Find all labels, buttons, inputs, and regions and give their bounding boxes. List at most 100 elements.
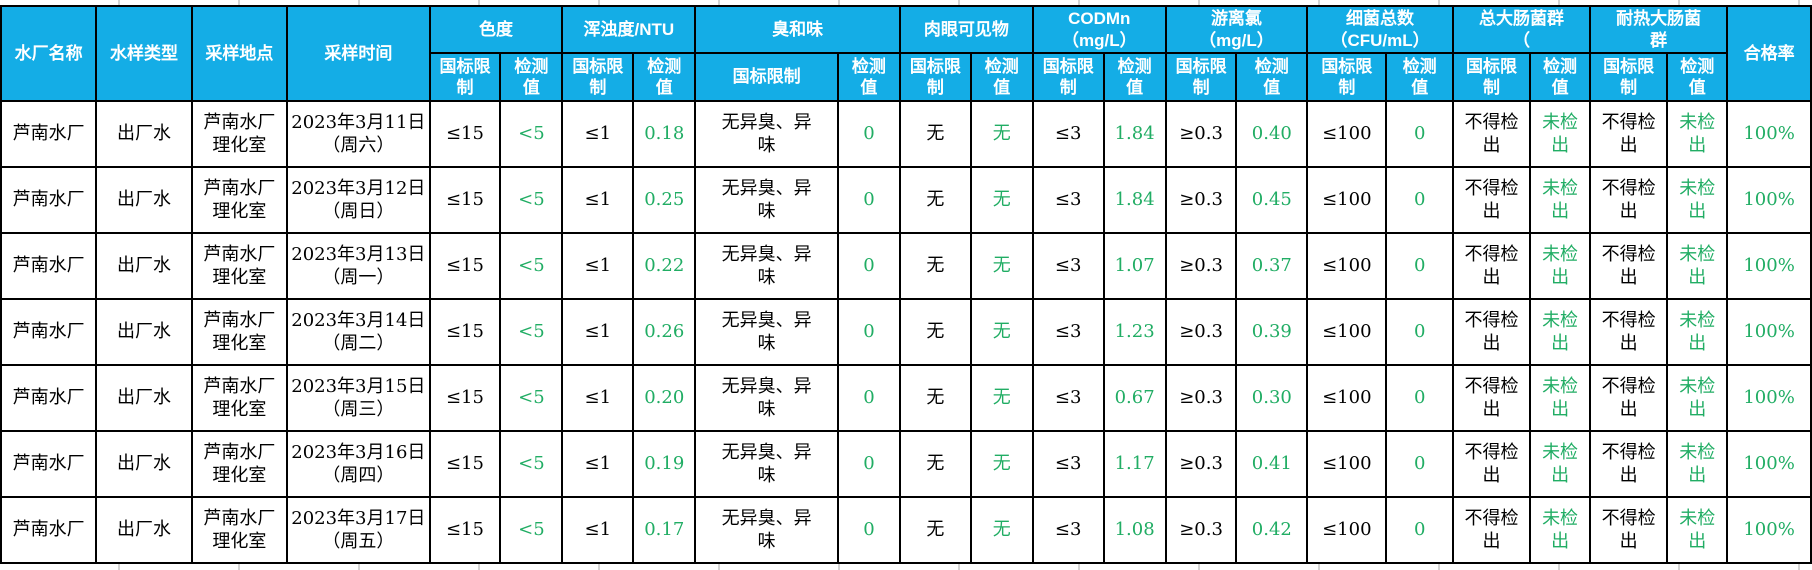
cell-free-chlorine-value: 0.30: [1235, 364, 1309, 432]
subheader-bacteria-limit: 国标限 制: [1306, 52, 1388, 102]
cell-thermotolerant-coliform-limit: 不得检 出: [1589, 430, 1669, 498]
subheader-turbidity-value: 检测 值: [632, 52, 697, 102]
cell-turbidity-value: 0.17: [632, 496, 697, 564]
cell-free-chlorine-value: 0.40: [1235, 100, 1309, 168]
cell-odor-value: 0: [836, 364, 901, 432]
cell-visible-matter-limit: 无: [898, 166, 972, 234]
cell-chroma-limit: ≤15: [428, 430, 502, 498]
cell-visible-matter-value: 无: [969, 364, 1034, 432]
cell-sampling-location: 芦南水厂 理化室: [190, 232, 289, 300]
cell-thermotolerant-coliform-limit: 不得检 出: [1589, 298, 1669, 366]
cell-total-coliform-value: 未检 出: [1529, 298, 1592, 366]
cell-pass-rate: 100%: [1726, 100, 1812, 168]
cell-pass-rate: 100%: [1726, 364, 1812, 432]
subheader-free-chlorine-value: 检测 值: [1235, 52, 1309, 102]
cell-total-coliform-limit: 不得检 出: [1451, 298, 1532, 366]
cell-free-chlorine-limit: ≥0.3: [1164, 298, 1238, 366]
cell-bacteria-limit: ≤100: [1306, 298, 1388, 366]
cell-total-coliform-value: 未检 出: [1529, 232, 1592, 300]
cell-odor-value: 0: [836, 232, 901, 300]
cell-codmn-limit: ≤3: [1031, 364, 1105, 432]
cell-bacteria-limit: ≤100: [1306, 100, 1388, 168]
subheader-turbidity-limit: 国标限 制: [561, 52, 635, 102]
cell-sampling-location: 芦南水厂 理化室: [190, 364, 289, 432]
cell-odor-limit: 无异臭、异 味: [694, 364, 839, 432]
cell-odor-limit: 无异臭、异 味: [694, 166, 839, 234]
water-quality-table: 水厂名称 水样类型 采样地点 采样时间 色度 浑浊度/NTU 臭和味 肉眼可见物…: [0, 5, 1812, 564]
cell-sample-type: 出厂水: [95, 430, 193, 498]
cell-plant-name: 芦南水厂: [0, 100, 98, 168]
cell-free-chlorine-value: 0.39: [1235, 298, 1309, 366]
cell-chroma-value: <5: [499, 496, 564, 564]
cell-thermotolerant-coliform-limit: 不得检 出: [1589, 364, 1669, 432]
cell-odor-limit: 无异臭、异 味: [694, 232, 839, 300]
cell-sample-type: 出厂水: [95, 232, 193, 300]
subheader-chroma-value: 检测 值: [499, 52, 564, 102]
cell-turbidity-value: 0.25: [632, 166, 697, 234]
cell-total-coliform-limit: 不得检 出: [1451, 496, 1532, 564]
cell-plant-name: 芦南水厂: [0, 364, 98, 432]
cell-codmn-limit: ≤3: [1031, 232, 1105, 300]
cell-sampling-location: 芦南水厂 理化室: [190, 496, 289, 564]
cell-bacteria-limit: ≤100: [1306, 430, 1388, 498]
group-header-turbidity: 浑浊度/NTU: [561, 5, 697, 54]
col-header-sample-type: 水样类型: [95, 5, 193, 102]
cell-turbidity-limit: ≤1: [561, 364, 635, 432]
cell-free-chlorine-limit: ≥0.3: [1164, 232, 1238, 300]
group-header-visible-matter: 肉眼可见物: [898, 5, 1034, 54]
cell-thermotolerant-coliform-limit: 不得检 出: [1589, 100, 1669, 168]
group-header-odor: 臭和味: [694, 5, 901, 54]
cell-sample-type: 出厂水: [95, 298, 193, 366]
subheader-codmn-value: 检测 值: [1102, 52, 1167, 102]
cell-pass-rate: 100%: [1726, 232, 1812, 300]
cell-turbidity-limit: ≤1: [561, 298, 635, 366]
table-row: 芦南水厂 出厂水 芦南水厂 理化室 2023年3月15日 （周三） ≤15 <5…: [0, 364, 1812, 432]
cell-odor-limit: 无异臭、异 味: [694, 496, 839, 564]
cell-visible-matter-value: 无: [969, 496, 1034, 564]
cell-codmn-value: 1.08: [1102, 496, 1167, 564]
group-header-total-coliform: 总大肠菌群 （: [1451, 5, 1592, 54]
cell-free-chlorine-limit: ≥0.3: [1164, 364, 1238, 432]
cell-chroma-value: <5: [499, 298, 564, 366]
subheader-chroma-limit: 国标限 制: [428, 52, 502, 102]
subheader-visible-matter-value: 检测 值: [969, 52, 1034, 102]
cell-sample-type: 出厂水: [95, 166, 193, 234]
table-row: 芦南水厂 出厂水 芦南水厂 理化室 2023年3月11日 （周六） ≤15 <5…: [0, 100, 1812, 168]
table-row: 芦南水厂 出厂水 芦南水厂 理化室 2023年3月12日 （周日） ≤15 <5…: [0, 166, 1812, 234]
group-header-chroma: 色度: [428, 5, 564, 54]
cell-bacteria-value: 0: [1385, 496, 1454, 564]
cell-visible-matter-limit: 无: [898, 430, 972, 498]
cell-sampling-location: 芦南水厂 理化室: [190, 430, 289, 498]
cell-total-coliform-limit: 不得检 出: [1451, 364, 1532, 432]
cell-free-chlorine-limit: ≥0.3: [1164, 100, 1238, 168]
cell-thermotolerant-coliform-value: 未检 出: [1666, 496, 1729, 564]
cell-chroma-value: <5: [499, 100, 564, 168]
cell-sampling-time: 2023年3月16日 （周四）: [286, 430, 431, 498]
cell-odor-limit: 无异臭、异 味: [694, 298, 839, 366]
cell-visible-matter-limit: 无: [898, 232, 972, 300]
subheader-codmn-limit: 国标限 制: [1031, 52, 1105, 102]
table-row: 芦南水厂 出厂水 芦南水厂 理化室 2023年3月13日 （周一） ≤15 <5…: [0, 232, 1812, 300]
col-header-pass-rate: 合格率: [1726, 5, 1812, 102]
cell-sampling-time: 2023年3月14日 （周二）: [286, 298, 431, 366]
table-row: 芦南水厂 出厂水 芦南水厂 理化室 2023年3月14日 （周二） ≤15 <5…: [0, 298, 1812, 366]
group-header-codmn: CODMn （mg/L）: [1031, 5, 1167, 54]
cell-pass-rate: 100%: [1726, 430, 1812, 498]
cell-turbidity-value: 0.18: [632, 100, 697, 168]
cell-sampling-location: 芦南水厂 理化室: [190, 298, 289, 366]
cell-codmn-value: 1.84: [1102, 166, 1167, 234]
cell-chroma-value: <5: [499, 430, 564, 498]
cell-codmn-value: 1.23: [1102, 298, 1167, 366]
subheader-thermotolerant-coliform-limit: 国标限 制: [1589, 52, 1669, 102]
cell-chroma-limit: ≤15: [428, 496, 502, 564]
col-header-sampling-location: 采样地点: [190, 5, 289, 102]
cell-visible-matter-value: 无: [969, 100, 1034, 168]
subheader-thermotolerant-coliform-value: 检测 值: [1666, 52, 1729, 102]
cell-turbidity-limit: ≤1: [561, 100, 635, 168]
cell-odor-value: 0: [836, 166, 901, 234]
cell-odor-value: 0: [836, 430, 901, 498]
cell-sampling-location: 芦南水厂 理化室: [190, 100, 289, 168]
cell-sampling-time: 2023年3月12日 （周日）: [286, 166, 431, 234]
cell-codmn-value: 1.07: [1102, 232, 1167, 300]
subheader-free-chlorine-limit: 国标限 制: [1164, 52, 1238, 102]
